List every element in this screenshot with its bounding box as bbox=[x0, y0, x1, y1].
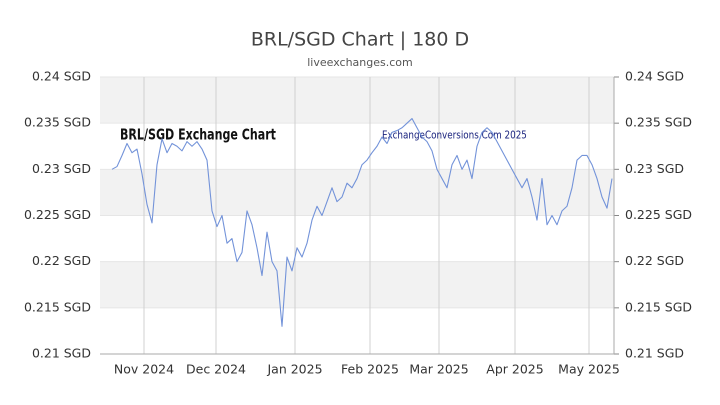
watermark: BRL/SGD Exchange Chart bbox=[120, 126, 276, 143]
chart-title: BRL/SGD Chart | 180 D bbox=[251, 29, 469, 51]
y-tick-label: 0.225 SGD bbox=[24, 207, 91, 222]
x-tick-label: Apr 2025 bbox=[486, 362, 543, 377]
band bbox=[100, 261, 614, 308]
y-tick-label: 0.24 SGD bbox=[32, 69, 91, 84]
y2-tick-label: 0.22 SGD bbox=[625, 253, 684, 268]
band bbox=[100, 169, 614, 216]
watermark: ExchangeConversions.Com 2025 bbox=[382, 129, 527, 141]
x-tick-label: Jan 2025 bbox=[266, 362, 322, 377]
y-tick-label: 0.215 SGD bbox=[24, 299, 91, 314]
x-tick-label: Feb 2025 bbox=[341, 362, 399, 377]
chart-subtitle: liveexchanges.com bbox=[307, 56, 412, 69]
y2-tick-label: 0.24 SGD bbox=[625, 69, 684, 84]
band bbox=[100, 77, 614, 124]
x-tick-label: May 2025 bbox=[558, 362, 620, 377]
bands bbox=[100, 77, 614, 308]
y2-tick-label: 0.235 SGD bbox=[625, 115, 692, 130]
y2-tick-label: 0.21 SGD bbox=[625, 346, 684, 361]
y-tick-label: 0.23 SGD bbox=[32, 161, 91, 176]
x-tick-label: Nov 2024 bbox=[114, 362, 174, 377]
y-tick-label: 0.21 SGD bbox=[32, 346, 91, 361]
y2-tick-label: 0.23 SGD bbox=[625, 161, 684, 176]
y2-tick-label: 0.225 SGD bbox=[625, 207, 692, 222]
plot bbox=[111, 118, 613, 327]
y-tick-label: 0.235 SGD bbox=[24, 115, 91, 130]
line bbox=[111, 118, 613, 327]
x-tick-label: Dec 2024 bbox=[186, 362, 246, 377]
x-tick-label: Mar 2025 bbox=[409, 362, 468, 377]
y-tick-label: 0.22 SGD bbox=[32, 253, 91, 268]
grid: 0.21 SGD 0.215 SGD 0.22 SGD 0.225 SGD 0.23 S… bbox=[24, 69, 692, 377]
y2-tick-label: 0.215 SGD bbox=[625, 299, 692, 314]
